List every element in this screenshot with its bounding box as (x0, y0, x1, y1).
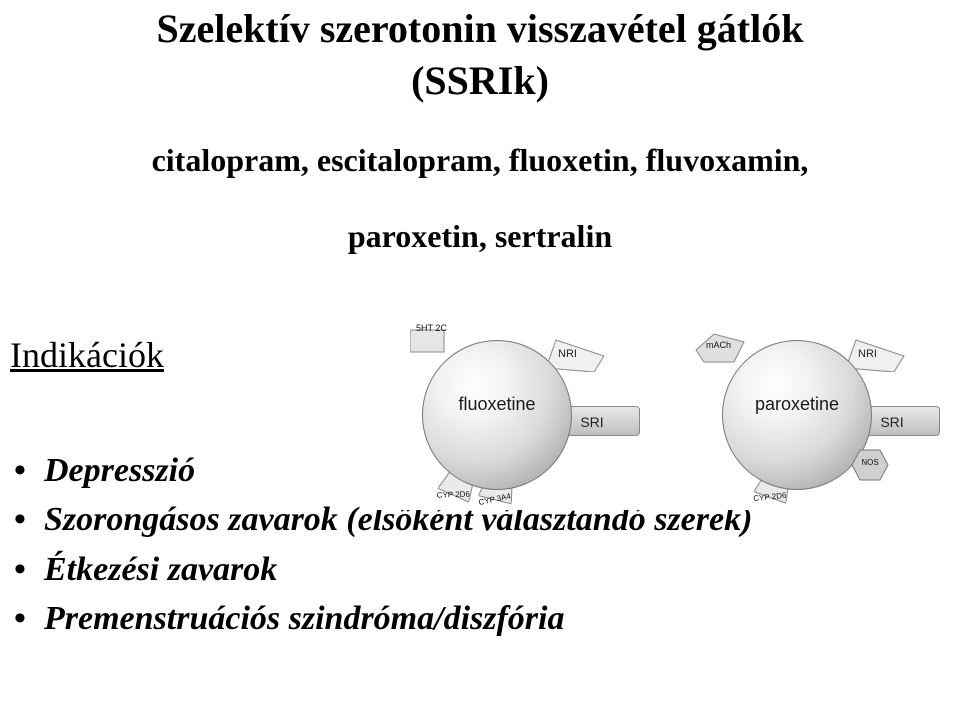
molecule-paroxetine: mACh NRI paroxetine SRI NOS CYP 2D6 (660, 330, 940, 500)
nri-label: NRI (558, 348, 577, 360)
molecule-fluoxetine: 5HT 2C NRI fluoxetine SRI CYP 2D6 CYP 3A… (360, 330, 640, 500)
slide-subtitle-line2: paroxetin, sertralin (0, 216, 960, 256)
sphere-icon (422, 340, 572, 490)
cyp-label: CYP 2D6 (436, 491, 470, 500)
tag-mach-label: mACh (706, 340, 731, 350)
receptor-diagram: 5HT 2C NRI fluoxetine SRI CYP 2D6 CYP 3A… (360, 300, 950, 510)
slide-title-line1: Szelektív szerotonin visszavétel gátlók (0, 0, 960, 52)
list-item: Étkezési zavarok (10, 545, 960, 594)
nri-label: NRI (858, 348, 877, 360)
slide-subtitle-line1: citalopram, escitalopram, fluoxetin, flu… (0, 140, 960, 180)
hexagon-label: NOS (850, 459, 890, 467)
hexagon-nos-icon: NOS (850, 448, 890, 482)
tag-mach-icon: mACh (694, 332, 746, 366)
tag-5ht2c-label: 5HT 2C (416, 323, 447, 333)
tag-5ht2c-icon: 5HT 2C (410, 326, 450, 356)
molecule-label: paroxetine (722, 394, 872, 415)
list-item: Premenstruációs szindróma/diszfória (10, 594, 960, 643)
slide-title-line2: (SSRIk) (0, 52, 960, 104)
molecule-label: fluoxetine (422, 394, 572, 415)
